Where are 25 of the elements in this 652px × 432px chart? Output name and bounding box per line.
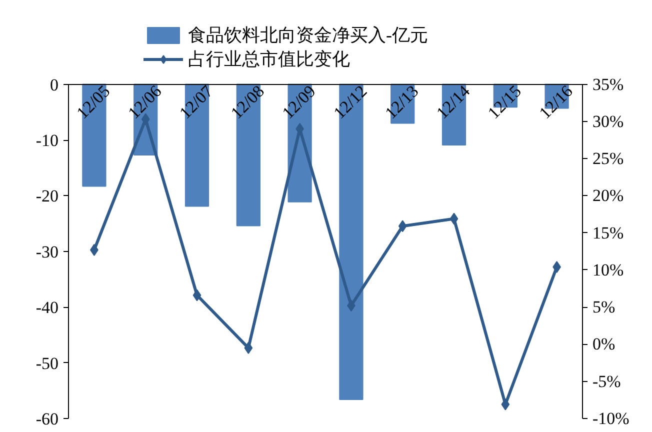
y2-tick-label: 0% xyxy=(592,334,616,354)
y-tick-label: -50 xyxy=(36,354,59,373)
y-tick-label: -40 xyxy=(36,298,59,318)
y2-tick-label: 30% xyxy=(592,112,624,131)
point xyxy=(398,220,407,232)
y-tick-label: 0 xyxy=(50,75,58,94)
legend-label: 占行业总市值比变化 xyxy=(188,48,350,71)
y2-tick-label: 15% xyxy=(592,223,624,242)
y-tick-label: -60 xyxy=(36,410,59,428)
y2-tick-label: 5% xyxy=(592,298,616,317)
y2-tick-label: -5% xyxy=(592,372,621,391)
y-tick-label: -30 xyxy=(36,242,59,262)
point xyxy=(552,261,561,273)
point xyxy=(244,342,253,354)
point xyxy=(450,212,458,225)
legend-label: 食品饮料北向资金净买入-亿元 xyxy=(188,24,428,47)
point xyxy=(501,398,510,410)
y-tick-label: -20 xyxy=(36,186,59,206)
y2-tick-label: -10% xyxy=(592,409,630,428)
y2-tick-label: 10% xyxy=(592,260,624,280)
y-tick-label: -10 xyxy=(36,131,59,150)
point xyxy=(192,289,202,302)
y2-tick-label: 25% xyxy=(592,149,624,168)
y2-tick-label: 20% xyxy=(592,186,624,206)
y2-tick-label: 35% xyxy=(592,74,624,94)
